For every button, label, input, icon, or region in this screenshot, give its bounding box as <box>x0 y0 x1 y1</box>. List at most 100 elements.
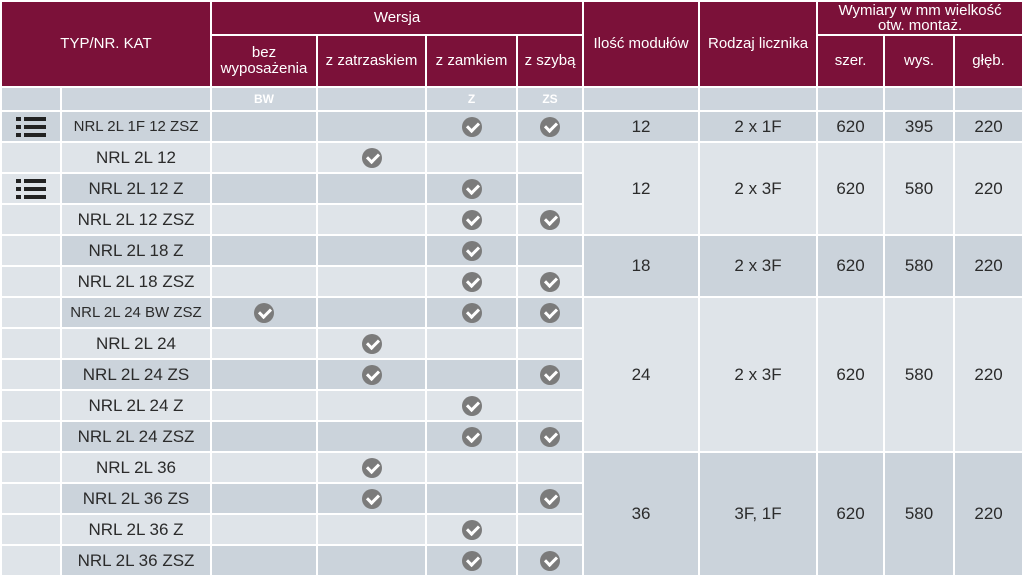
cell-zamek <box>425 389 518 422</box>
header-ilosc-modulow: Ilość modułów <box>582 0 701 88</box>
product-name: NRL 2L 36 ZS <box>60 482 212 515</box>
cell-szyba <box>515 544 585 577</box>
group-gleb: 220 <box>953 110 1024 143</box>
cell-zamek <box>425 327 518 360</box>
header-bez-wyposazenia: bez wyposażenia <box>210 34 318 88</box>
product-name: NRL 2L 12 <box>60 141 212 174</box>
check-circle-icon <box>461 240 482 261</box>
cell-zamek <box>425 203 518 236</box>
group-wys: 580 <box>883 296 956 453</box>
icon-cell <box>0 389 62 422</box>
code-cell-empty <box>816 86 886 112</box>
product-name: NRL 2L 1F 12 ZSZ <box>60 110 212 143</box>
cell-zatrzask <box>316 327 427 360</box>
cell-bez <box>210 420 318 453</box>
table-row: NRL 2L 36 ZS <box>0 482 1023 515</box>
product-name: NRL 2L 12 Z <box>60 172 212 205</box>
table-row: NRL 2L 12 12 2 x 3F 620 580 220 <box>0 141 1024 236</box>
product-name: NRL 2L 18 Z <box>60 234 212 267</box>
check-circle-icon <box>461 302 482 323</box>
header-z-szyba: z szybą <box>515 34 585 88</box>
cell-zatrzask <box>316 420 427 453</box>
check-circle-icon <box>361 488 382 509</box>
table-row: NRL 2L 24 ZS <box>0 358 1023 391</box>
cell-zatrzask <box>316 141 427 174</box>
cell-szyba <box>515 420 585 453</box>
code-cell-empty <box>60 86 212 112</box>
group-szer: 620 <box>816 110 886 143</box>
check-circle-icon <box>461 395 482 416</box>
icon-cell <box>0 110 62 143</box>
cell-szyba <box>515 172 585 205</box>
cell-szyba <box>515 327 585 360</box>
check-circle-icon <box>361 147 382 168</box>
check-circle-icon <box>540 550 561 571</box>
cell-zatrzask <box>316 358 427 391</box>
table-row: NRL 2L 1F 12 ZSZ 12 2 x 1F 620 395 220 <box>0 110 1024 143</box>
table-row: NRL 2L 24 Z <box>0 389 1023 422</box>
cell-bez <box>210 234 318 267</box>
group-szer: 620 <box>816 451 886 577</box>
group-licznik: 2 x 3F <box>698 234 819 298</box>
table-row: NRL 2L 36 ZSZ <box>0 544 1023 577</box>
table-row: NRL 2L 24 <box>0 327 1023 360</box>
group-moduly: 12 <box>582 141 701 236</box>
check-circle-icon <box>361 364 382 385</box>
group-wys: 580 <box>883 141 956 236</box>
icon-cell <box>0 265 62 298</box>
product-name: NRL 2L 24 BW ZSZ <box>60 296 212 329</box>
icon-cell <box>0 327 62 360</box>
code-cell-empty <box>316 86 427 112</box>
cell-bez <box>210 513 318 546</box>
group-szer: 620 <box>816 234 886 298</box>
check-circle-icon <box>461 426 482 447</box>
table-row: NRL 2L 36 36 3F, 1F 620 580 220 <box>0 451 1024 577</box>
list-icon[interactable] <box>16 116 46 137</box>
cell-zatrzask <box>316 389 427 422</box>
icon-cell <box>0 451 62 484</box>
cell-zamek <box>425 451 518 484</box>
cell-zamek <box>425 544 518 577</box>
product-name: NRL 2L 36 ZSZ <box>60 544 212 577</box>
product-name: NRL 2L 36 Z <box>60 513 212 546</box>
cell-szyba <box>515 482 585 515</box>
header-typ: TYP/NR. KAT <box>0 0 212 88</box>
code-cell-empty <box>0 86 62 112</box>
group-licznik: 2 x 1F <box>698 110 819 143</box>
cell-szyba <box>515 110 585 143</box>
check-circle-icon <box>540 271 561 292</box>
cell-bez <box>210 265 318 298</box>
icon-cell <box>0 358 62 391</box>
product-name: NRL 2L 24 <box>60 327 212 360</box>
product-name: NRL 2L 24 ZS <box>60 358 212 391</box>
check-circle-icon <box>461 271 482 292</box>
cell-zamek <box>425 420 518 453</box>
cell-zamek <box>425 358 518 391</box>
check-circle-icon <box>461 116 482 137</box>
list-icon[interactable] <box>16 178 46 199</box>
cell-zatrzask <box>316 482 427 515</box>
header-rodzaj-licznika: Rodzaj licznika <box>698 0 819 88</box>
cell-zamek <box>425 110 518 143</box>
cell-bez <box>210 451 318 484</box>
check-circle-icon <box>540 209 561 230</box>
product-name: NRL 2L 24 ZSZ <box>60 420 212 453</box>
group-gleb: 220 <box>953 234 1024 298</box>
group-szer: 620 <box>816 141 886 236</box>
group-wys: 580 <box>883 451 956 577</box>
group-gleb: 220 <box>953 296 1024 453</box>
cell-szyba <box>515 265 585 298</box>
check-circle-icon <box>540 488 561 509</box>
table-row: NRL 2L 24 BW ZSZ 24 2 x 3F 620 580 220 <box>0 296 1024 453</box>
check-circle-icon <box>461 209 482 230</box>
header-szer: szer. <box>816 34 886 88</box>
cell-szyba <box>515 358 585 391</box>
icon-cell <box>0 141 62 174</box>
icon-cell <box>0 296 62 329</box>
cell-bez <box>210 110 318 143</box>
icon-cell <box>0 513 62 546</box>
group-gleb: 220 <box>953 451 1024 577</box>
check-circle-icon <box>254 302 274 323</box>
cell-bez <box>210 296 318 329</box>
icon-cell <box>0 420 62 453</box>
